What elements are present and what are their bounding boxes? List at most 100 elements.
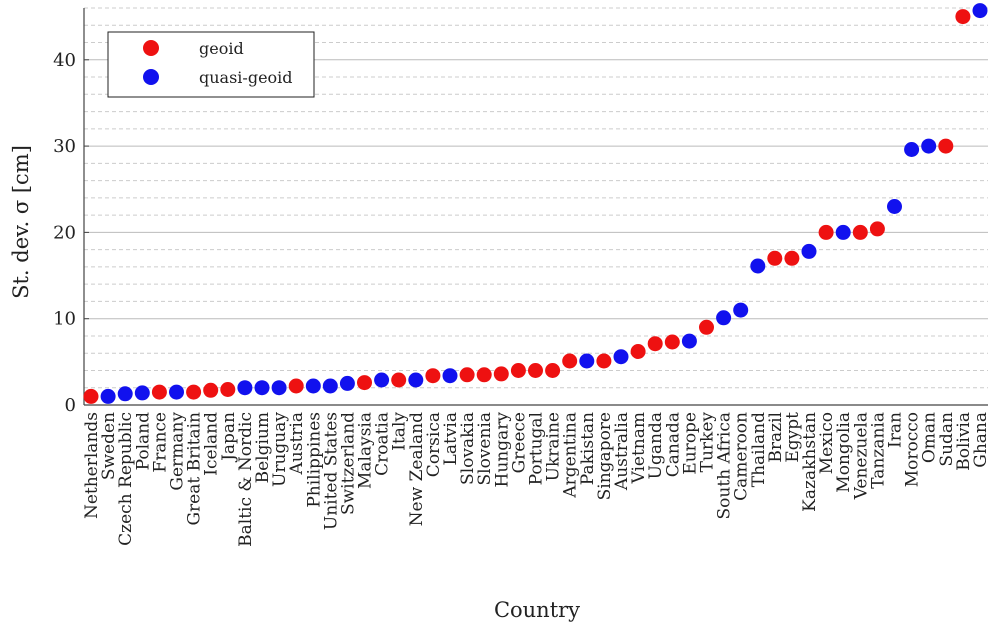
x-tick-label: Greece [509, 412, 529, 473]
y-tick-label: 20 [53, 222, 76, 243]
data-point-geoid [818, 224, 834, 240]
x-tick-label: Croatia [373, 412, 393, 476]
data-point-geoid [699, 319, 714, 335]
x-tick-label: Japan [219, 412, 239, 463]
data-point-geoid [203, 382, 219, 398]
data-point-quasi-geoid [134, 385, 150, 401]
data-point-geoid [852, 224, 868, 240]
data-point-quasi-geoid [801, 243, 817, 259]
data-point-geoid [596, 353, 612, 369]
data-point-geoid [357, 375, 372, 391]
data-point-quasi-geoid [681, 333, 697, 349]
x-tick-label: Czech Republic [116, 412, 136, 546]
x-tick-label: Italy [390, 412, 410, 451]
x-tick-label: Mongolia [834, 412, 854, 493]
x-tick-label: United States [321, 412, 341, 530]
data-point-quasi-geoid [374, 372, 390, 388]
x-tick-label: Belgium [253, 412, 273, 483]
legend-marker-quasi-geoid [143, 69, 159, 85]
data-point-geoid [545, 363, 561, 378]
x-tick-label: Tanzania [868, 412, 888, 489]
x-tick-label: Singapore [595, 412, 615, 500]
data-point-quasi-geoid [921, 138, 937, 154]
x-tick-label: Bolivia [954, 412, 974, 471]
data-point-geoid [955, 9, 971, 25]
x-tick-label: Austria [287, 412, 307, 475]
data-point-geoid [938, 138, 954, 154]
data-point-quasi-geoid [322, 378, 338, 394]
legend: geoid quasi-geoid [107, 31, 315, 98]
data-point-quasi-geoid [100, 388, 116, 404]
x-tick-label: Brazil [766, 412, 786, 463]
x-axis-title: Country [494, 598, 580, 622]
x-tick-label: Slovakia [458, 412, 478, 485]
data-point-quasi-geoid [972, 3, 988, 19]
data-point-geoid [151, 384, 167, 400]
x-tick-label: Iran [886, 412, 906, 448]
data-point-geoid [186, 384, 202, 400]
legend-label-geoid: geoid [199, 39, 244, 58]
data-point-quasi-geoid [305, 378, 321, 394]
data-point-geoid [630, 344, 646, 359]
data-point-geoid [510, 363, 526, 378]
data-point-geoid [647, 336, 663, 352]
x-tick-label: Ghana [971, 412, 988, 468]
x-tick-label: Turkey [698, 412, 718, 473]
x-tick-label: Germany [168, 412, 188, 491]
y-axis-title: St. dev. σ [cm] [9, 145, 33, 299]
x-tick-label: Hungary [492, 412, 512, 488]
x-tick-label: Venezuela [851, 412, 871, 500]
x-tick-label: Philippines [304, 412, 324, 508]
data-point-geoid [767, 250, 783, 266]
x-tick-label: South Africa [715, 412, 735, 520]
x-tick-label: Malaysia [356, 412, 376, 489]
x-tick-label: Canada [663, 412, 683, 477]
x-tick-label: Cameroon [732, 412, 752, 501]
y-tick-labels: 0 10 20 30 40 [53, 50, 76, 416]
x-tick-label: Sudan [937, 412, 957, 467]
data-point-quasi-geoid [887, 199, 902, 214]
x-tick-label: Corsica [424, 412, 444, 477]
y-tick-label: 0 [65, 395, 76, 416]
x-tick-label: Sweden [99, 412, 119, 480]
data-point-quasi-geoid [169, 384, 184, 400]
data-point-geoid [528, 363, 543, 378]
x-tick-label: Argentina [561, 412, 581, 499]
axes [83, 8, 988, 406]
legend-marker-geoid [143, 40, 159, 56]
data-point-geoid [869, 221, 885, 237]
x-tick-label: Mexico [817, 412, 837, 474]
x-tick-label: Great Britain [185, 412, 205, 526]
data-point-quasi-geoid [442, 368, 458, 384]
x-tick-label: Iceland [202, 412, 222, 476]
x-tick-label: Portugal [527, 412, 547, 485]
y-tick-label: 10 [53, 309, 76, 330]
x-tick-label: Vietnam [629, 412, 649, 485]
x-tick-label: Uganda [646, 412, 666, 479]
data-point-geoid [83, 388, 99, 404]
x-tick-label: France [150, 412, 170, 473]
data-point-quasi-geoid [408, 372, 424, 388]
data-point-geoid [288, 378, 304, 394]
x-tick-label: Pakistan [578, 412, 598, 485]
data-point-quasi-geoid [716, 310, 732, 326]
x-tick-label: Slovenia [475, 412, 495, 486]
legend-box [107, 31, 315, 98]
data-point-quasi-geoid [339, 375, 355, 391]
x-tick-label: Switzerland [338, 412, 358, 515]
data-point-geoid [493, 366, 509, 382]
data-point-quasi-geoid [237, 380, 253, 396]
data-point-quasi-geoid [254, 380, 270, 396]
data-point-geoid [562, 353, 578, 369]
legend-label-quasi-geoid: quasi-geoid [199, 68, 293, 87]
x-tick-label: Latvia [441, 412, 461, 465]
x-tick-label: Poland [133, 412, 153, 471]
x-tick-label: Egypt [783, 412, 803, 463]
y-tick-label: 30 [53, 136, 76, 157]
data-point-geoid [664, 334, 680, 350]
x-tick-label: Morocco [903, 412, 923, 487]
data-point-geoid [391, 372, 407, 388]
x-tick-label: Oman [920, 412, 940, 463]
